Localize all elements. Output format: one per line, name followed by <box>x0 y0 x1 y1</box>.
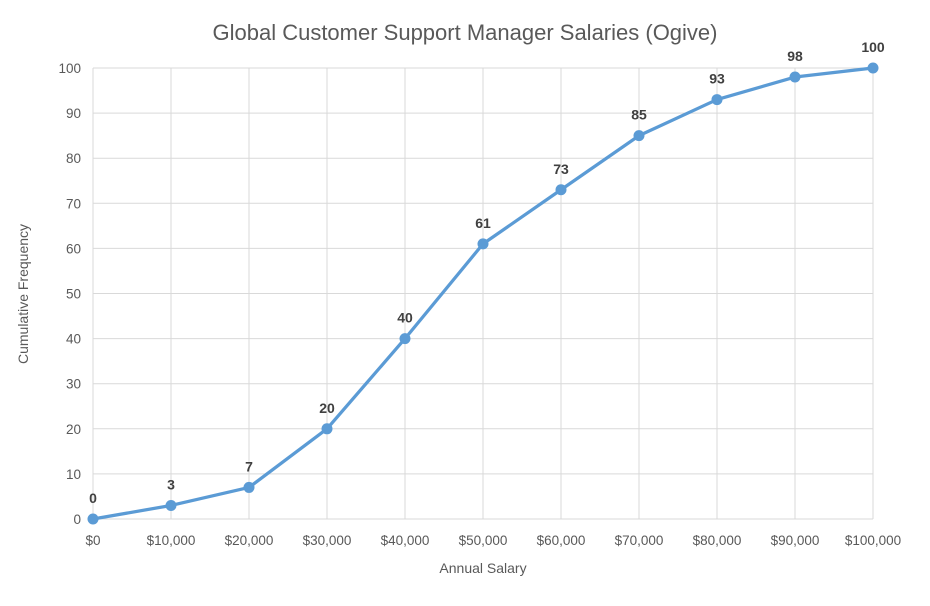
x-tick-label: $90,000 <box>771 533 820 548</box>
data-point-marker <box>165 499 177 511</box>
data-point-label: 61 <box>475 215 491 231</box>
data-point-marker <box>633 130 645 142</box>
y-tick-label: 10 <box>66 467 81 482</box>
y-tick-label: 30 <box>66 377 81 392</box>
y-tick-label: 0 <box>73 512 81 527</box>
y-tick-label: 50 <box>66 287 81 302</box>
data-point-label: 3 <box>167 476 175 492</box>
data-point-label: 98 <box>787 48 803 64</box>
y-axis-title: Cumulative Frequency <box>15 224 31 364</box>
x-tick-label: $80,000 <box>693 533 742 548</box>
data-point-marker <box>477 238 489 250</box>
data-point-label: 0 <box>89 490 97 506</box>
x-tick-label: $100,000 <box>845 533 901 548</box>
data-point-marker <box>243 481 255 493</box>
data-labels: 0 3 7 20 40 61 73 85 93 98 100 <box>89 39 885 506</box>
x-axis-title: Annual Salary <box>439 560 526 576</box>
data-point-marker <box>789 71 801 83</box>
data-point-label: 93 <box>709 71 725 87</box>
x-tick-label: $40,000 <box>381 533 430 548</box>
data-point-label: 20 <box>319 400 335 416</box>
data-point-marker <box>87 513 99 525</box>
y-tick-label: 20 <box>66 422 81 437</box>
data-point-marker <box>711 94 723 106</box>
data-point-label: 100 <box>861 39 885 55</box>
data-point-label: 40 <box>397 310 413 326</box>
x-tick-label: $50,000 <box>459 533 508 548</box>
x-tick-label: $30,000 <box>303 533 352 548</box>
data-point-label: 7 <box>245 458 253 474</box>
ogive-series <box>87 62 879 525</box>
x-tick-label: $70,000 <box>615 533 664 548</box>
y-tick-label: 80 <box>66 151 81 166</box>
y-tick-label: 100 <box>58 61 81 76</box>
y-tick-label: 70 <box>66 196 81 211</box>
data-point-label: 73 <box>553 161 569 177</box>
chart-title: Global Customer Support Manager Salaries… <box>212 20 717 45</box>
x-tick-label: $0 <box>85 533 100 548</box>
y-tick-label: 90 <box>66 106 81 121</box>
data-point-marker <box>399 333 411 345</box>
data-point-marker <box>867 62 879 74</box>
x-tick-label: $20,000 <box>225 533 274 548</box>
data-point-label: 85 <box>631 107 647 123</box>
x-tick-label: $60,000 <box>537 533 586 548</box>
y-tick-label: 40 <box>66 332 81 347</box>
gridlines <box>92 67 874 520</box>
data-point-marker <box>321 423 333 435</box>
data-point-marker <box>555 184 567 196</box>
x-tick-label: $10,000 <box>147 533 196 548</box>
y-tick-label: 60 <box>66 241 81 256</box>
